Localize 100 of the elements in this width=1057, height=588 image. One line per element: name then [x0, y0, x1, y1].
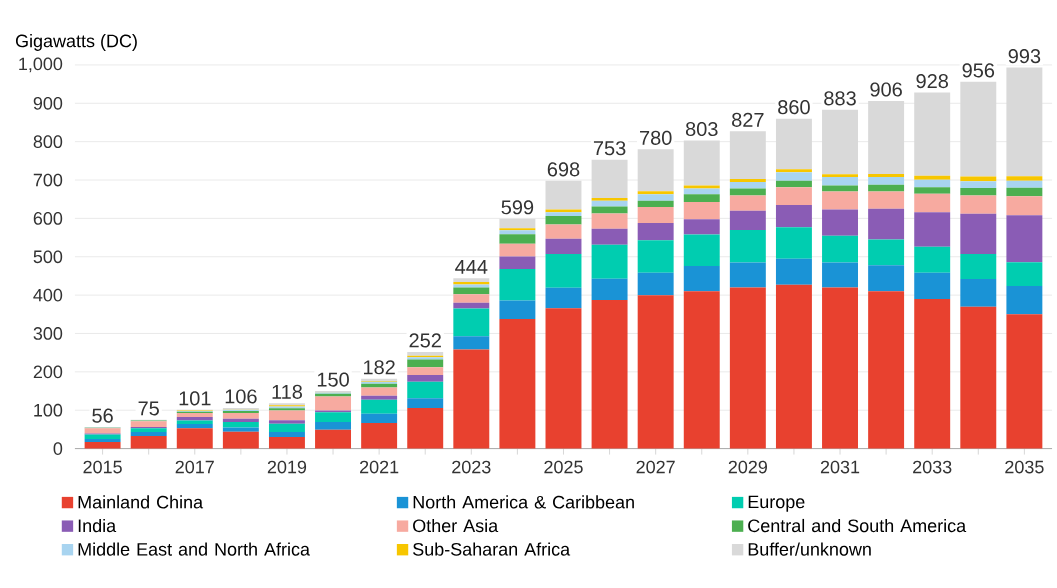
bar	[775, 172, 812, 181]
bar	[268, 436, 305, 449]
total-label: 698	[547, 162, 580, 177]
bar	[222, 427, 259, 432]
bar	[960, 306, 997, 449]
legend-label: Middle East and North Africa	[78, 542, 310, 556]
bar	[1006, 67, 1043, 176]
bar	[637, 149, 674, 191]
total-label: 101	[179, 391, 211, 406]
total-label: 956	[962, 63, 995, 78]
total-label: 106	[225, 389, 257, 404]
bar	[407, 374, 444, 382]
bar	[591, 244, 628, 279]
bar	[914, 212, 951, 247]
bar	[729, 210, 766, 230]
bar	[361, 395, 398, 400]
bar	[1006, 175, 1043, 181]
bar	[822, 185, 858, 192]
bar	[637, 190, 674, 195]
bar	[1006, 314, 1043, 449]
bar	[914, 92, 951, 176]
bar	[868, 291, 905, 449]
bar	[960, 195, 997, 214]
bar	[683, 291, 720, 449]
bar	[868, 173, 905, 177]
bar	[914, 187, 951, 194]
bar	[822, 209, 858, 236]
y-tick-label: 900	[33, 96, 63, 110]
bar	[407, 407, 444, 449]
x-tick-label: 2017	[175, 460, 214, 474]
x-tick-label: 2035	[1005, 460, 1044, 474]
bar	[868, 176, 905, 185]
legend-label: India	[78, 518, 117, 532]
bar	[545, 287, 582, 308]
bar	[361, 387, 398, 396]
bar	[361, 422, 398, 449]
bar	[361, 399, 398, 414]
bar	[130, 431, 167, 436]
y-tick-label: 1,000	[19, 57, 63, 73]
bar	[176, 412, 213, 417]
bar	[453, 302, 490, 309]
x-tick-label: 2015	[83, 460, 122, 474]
bar	[315, 421, 352, 430]
bar	[775, 187, 812, 205]
bar	[84, 441, 121, 449]
bar	[683, 218, 720, 235]
bar	[222, 412, 259, 419]
bar	[868, 191, 905, 209]
bar	[683, 234, 720, 266]
bar	[453, 294, 490, 303]
bar	[407, 351, 444, 356]
bar	[729, 131, 766, 179]
bar	[868, 239, 905, 265]
bar	[361, 383, 398, 388]
total-label: 803	[685, 121, 718, 136]
bar	[729, 262, 766, 288]
bar	[591, 228, 628, 245]
total-label: 75	[138, 401, 159, 416]
total-label: 993	[1008, 48, 1041, 63]
bar	[775, 204, 812, 227]
bar	[637, 194, 674, 201]
total-label: 780	[640, 130, 672, 145]
x-tick-label: 2025	[544, 460, 583, 474]
bar	[868, 184, 905, 192]
bar	[407, 398, 444, 408]
x-tick-label: 2033	[913, 460, 952, 474]
bar	[591, 159, 628, 198]
bar	[960, 187, 997, 196]
bar	[683, 185, 720, 189]
bar	[960, 278, 997, 307]
y-tick-label: 600	[33, 211, 63, 225]
bar	[222, 431, 259, 449]
bar	[1006, 285, 1043, 315]
total-label: 883	[824, 91, 856, 106]
bar	[591, 299, 628, 449]
bar	[729, 188, 766, 196]
bar	[545, 307, 582, 449]
bar	[683, 140, 720, 186]
bar	[545, 224, 582, 239]
bar	[591, 213, 628, 229]
y-tick-label: 200	[33, 365, 63, 379]
total-label: 444	[455, 259, 488, 274]
bar	[545, 253, 582, 288]
bar	[775, 180, 812, 188]
legend-label: Buffer/unknown	[748, 542, 871, 556]
y-tick-label: 500	[33, 250, 63, 263]
bar	[315, 396, 352, 411]
bar	[361, 413, 398, 423]
bar	[637, 222, 674, 241]
bar	[683, 265, 720, 292]
legend-label: Central and South America	[748, 518, 967, 532]
bar	[822, 235, 858, 263]
bar	[315, 411, 352, 422]
bar	[545, 180, 582, 210]
bar	[1006, 195, 1043, 216]
bar	[822, 174, 858, 177]
total-label: 827	[732, 112, 764, 127]
legend-label: Mainland China	[78, 495, 204, 509]
bar	[868, 100, 905, 174]
bar	[914, 272, 951, 299]
